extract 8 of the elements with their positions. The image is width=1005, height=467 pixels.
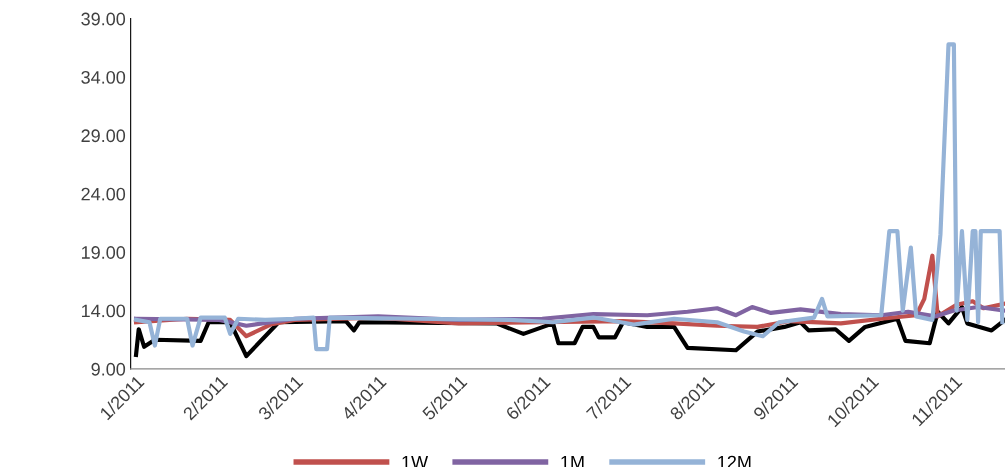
y-tick-label: 34.00 xyxy=(81,70,126,84)
line-series xyxy=(133,42,1005,352)
y-tick-label: 14.00 xyxy=(81,304,126,318)
y-tick-label: 24.00 xyxy=(81,187,126,201)
y-tick-label: 39.00 xyxy=(81,12,126,26)
y-tick-label: 19.00 xyxy=(81,246,126,259)
y-tick-label: 9.00 xyxy=(91,362,126,376)
y-tick-label: 29.00 xyxy=(81,129,126,143)
